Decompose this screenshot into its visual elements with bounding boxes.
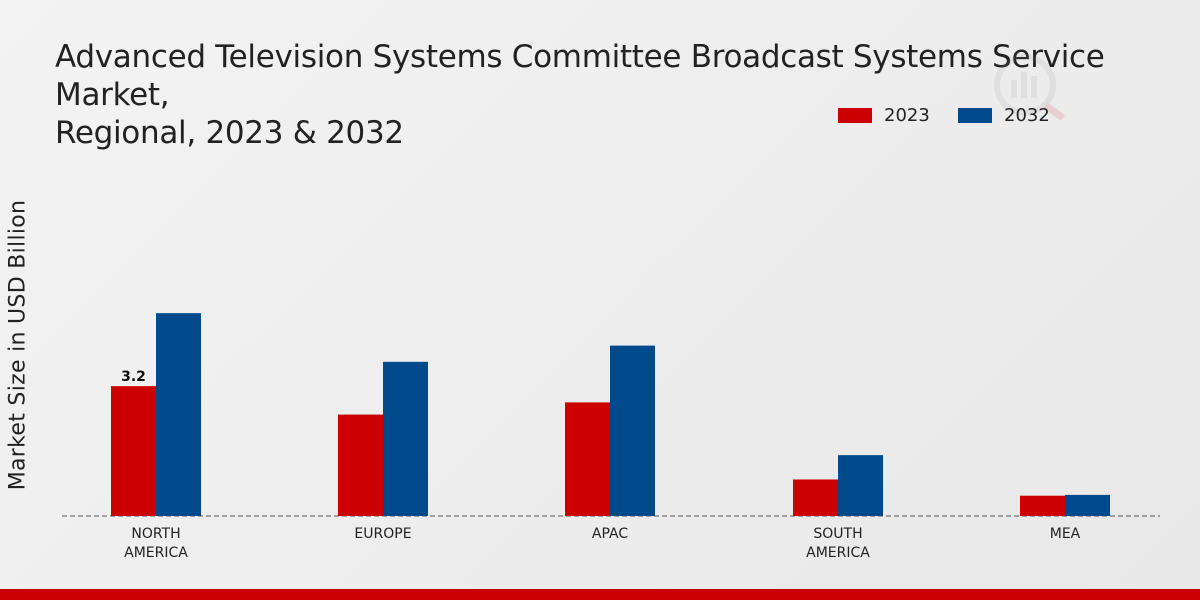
legend-swatch-2032: [958, 107, 992, 123]
bar-south-america-2023: [793, 479, 838, 516]
watermark-logo-icon: [994, 54, 1066, 120]
legend-label-2032: 2032: [1004, 104, 1050, 126]
chart-title-line-1: Advanced Television Systems Committee Br…: [55, 39, 1105, 113]
footer-accent-bar: [0, 589, 1200, 600]
legend-swatch-2023: [838, 107, 872, 123]
x-tick-label-south-america-1: AMERICA: [806, 545, 870, 561]
bar-apac-2032: [610, 345, 655, 516]
legend-item-2032: 2032: [958, 104, 1050, 126]
x-tick-label-north-america-1: AMERICA: [124, 545, 188, 561]
bar-apac-2023: [565, 402, 610, 516]
bar-europe-2032: [383, 361, 428, 516]
x-tick-label-north-america-0: NORTH: [131, 526, 180, 542]
legend-item-2023: 2023: [838, 104, 930, 126]
bar-europe-2023: [338, 414, 383, 516]
bar-north-america-2023: [111, 386, 156, 516]
chart-title: Advanced Television Systems Committee Br…: [55, 38, 1195, 152]
bar-mea-2032: [1065, 494, 1110, 516]
data-label-north-america: 3.2: [121, 369, 146, 385]
x-tick-label-south-america-0: SOUTH: [813, 526, 862, 542]
x-tick-label-europe-0: EUROPE: [354, 526, 411, 542]
bar-north-america-2032: [156, 313, 201, 516]
bar-south-america-2032: [838, 455, 883, 516]
legend-label-2023: 2023: [884, 104, 930, 126]
chart-title-line-2: Regional, 2023 & 2032: [55, 115, 404, 151]
bar-mea-2023: [1020, 495, 1065, 516]
x-tick-label-apac-0: APAC: [592, 526, 628, 542]
x-tick-label-mea-0: MEA: [1050, 526, 1081, 542]
